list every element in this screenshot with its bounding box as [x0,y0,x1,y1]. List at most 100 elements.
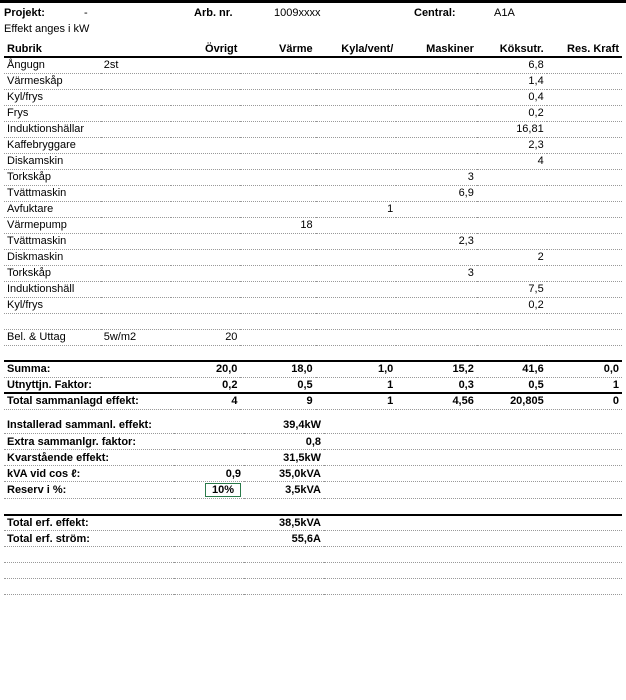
varme-cell [240,201,315,217]
utn-ky: 1 [316,377,397,393]
ovrigt-cell [171,73,241,89]
reskraft-cell [547,313,622,329]
calc-kvar: Kvarstående effekt: 31,5kW [4,450,622,466]
reskraft-cell [547,185,622,201]
note-cell: 5w/m2 [101,329,171,345]
table-row: Induktionshäll7,5 [4,281,622,297]
koksutr-cell [477,265,547,281]
koksutr-cell: 1,4 [477,73,547,89]
kyla-cell [316,313,397,329]
varme-cell [240,185,315,201]
kyla-cell [316,265,397,281]
maskiner-cell: 3 [396,265,477,281]
ovrigt-cell [171,105,241,121]
varme-cell [240,281,315,297]
rubrik-cell: Induktionshäll [4,281,101,297]
note-cell [101,345,171,361]
kyla-cell [316,217,397,233]
reskraft-cell [547,89,622,105]
tot-ov: 4 [171,393,241,409]
tot-re: 0 [547,393,622,409]
table-row: Diskamskin4 [4,153,622,169]
kyla-cell [316,185,397,201]
reskraft-cell [547,345,622,361]
summa-label: Summa: [4,361,101,377]
ovrigt-cell [171,57,241,73]
kyla-cell [316,297,397,313]
varme-cell [240,121,315,137]
utn-ko: 0,5 [477,377,547,393]
tot-label: Total sammanlagd effekt: [4,393,171,409]
ovrigt-cell [171,121,241,137]
ovrigt-cell [171,217,241,233]
koksutr-cell [477,329,547,345]
summa-va: 18,0 [240,361,315,377]
table-row: Tvättmaskin 2,3 [4,233,622,249]
maskiner-cell: 3 [396,169,477,185]
varme-cell [240,169,315,185]
table-row: Avfuktare1 [4,201,622,217]
utn-va: 0,5 [240,377,315,393]
tot-ko: 20,805 [477,393,547,409]
col-maskiner: Maskiner [396,41,477,57]
maskiner-cell [396,345,477,361]
reskraft-cell [547,121,622,137]
reskraft-cell [547,105,622,121]
ovrigt-cell [171,153,241,169]
koksutr-cell: 2,3 [477,137,547,153]
summa-ma: 15,2 [396,361,477,377]
note-cell [101,105,171,121]
koksutr-cell [477,217,547,233]
calc-block: Installerad sammanl. effekt: 39,4kW Extr… [4,418,622,596]
reskraft-cell [547,201,622,217]
note-cell [101,201,171,217]
kyla-cell [316,169,397,185]
note-cell [101,153,171,169]
rubrik-cell: Tvättmaskin [4,185,101,201]
maskiner-cell [396,121,477,137]
ovrigt-cell [171,233,241,249]
kyla-cell [316,281,397,297]
kyla-cell [316,121,397,137]
varme-cell [240,297,315,313]
res-u: 3,5kVA [244,482,324,499]
col-rubrik: Rubrik [4,41,101,57]
rubrik-cell: Tvättmaskin [4,233,101,249]
varme-cell [240,73,315,89]
table-row: Värmeskåp1,4 [4,73,622,89]
rubrik-cell: Kaffebryggare [4,137,101,153]
rubrik-cell: Avfuktare [4,201,101,217]
varme-cell [240,153,315,169]
varme-cell [240,345,315,361]
rubrik-cell: Torkskåp [4,265,101,281]
rubrik-cell: Bel. & Uttag [4,329,101,345]
koksutr-cell [477,169,547,185]
kvar-u: 31,5kW [244,450,324,466]
effekt-note: Effekt anges i kW [4,21,622,41]
kva-v: 0,9 [174,466,244,482]
maskiner-cell [396,329,477,345]
kyla-cell [316,137,397,153]
kvar-label: Kvarstående effekt: [4,450,174,466]
calc-extra: Extra sammanlgr. faktor: 0,8 [4,434,622,450]
tot-va: 9 [240,393,315,409]
koksutr-cell: 0,4 [477,89,547,105]
maskiner-cell [396,297,477,313]
note-cell [101,265,171,281]
koksutr-cell: 16,81 [477,121,547,137]
rubrik-cell: Diskmaskin [4,249,101,265]
table-row: Torkskåp 3 [4,169,622,185]
kva-label: kVA vid cos ℓ: [4,466,174,482]
calc-toteff: Total erf. effekt: 38,5kVA [4,515,622,531]
note-cell [101,73,171,89]
maskiner-cell [396,73,477,89]
note-cell [101,169,171,185]
maskiner-cell: 2,3 [396,233,477,249]
rubrik-cell: Kyl/frys [4,89,101,105]
projekt-value: - [84,7,194,19]
kvar-v [174,450,244,466]
varme-cell: 18 [240,217,315,233]
rubrik-cell: Torkskåp [4,169,101,185]
kva-u: 35,0kVA [244,466,324,482]
calc-kva: kVA vid cos ℓ: 0,9 35,0kVA [4,466,622,482]
